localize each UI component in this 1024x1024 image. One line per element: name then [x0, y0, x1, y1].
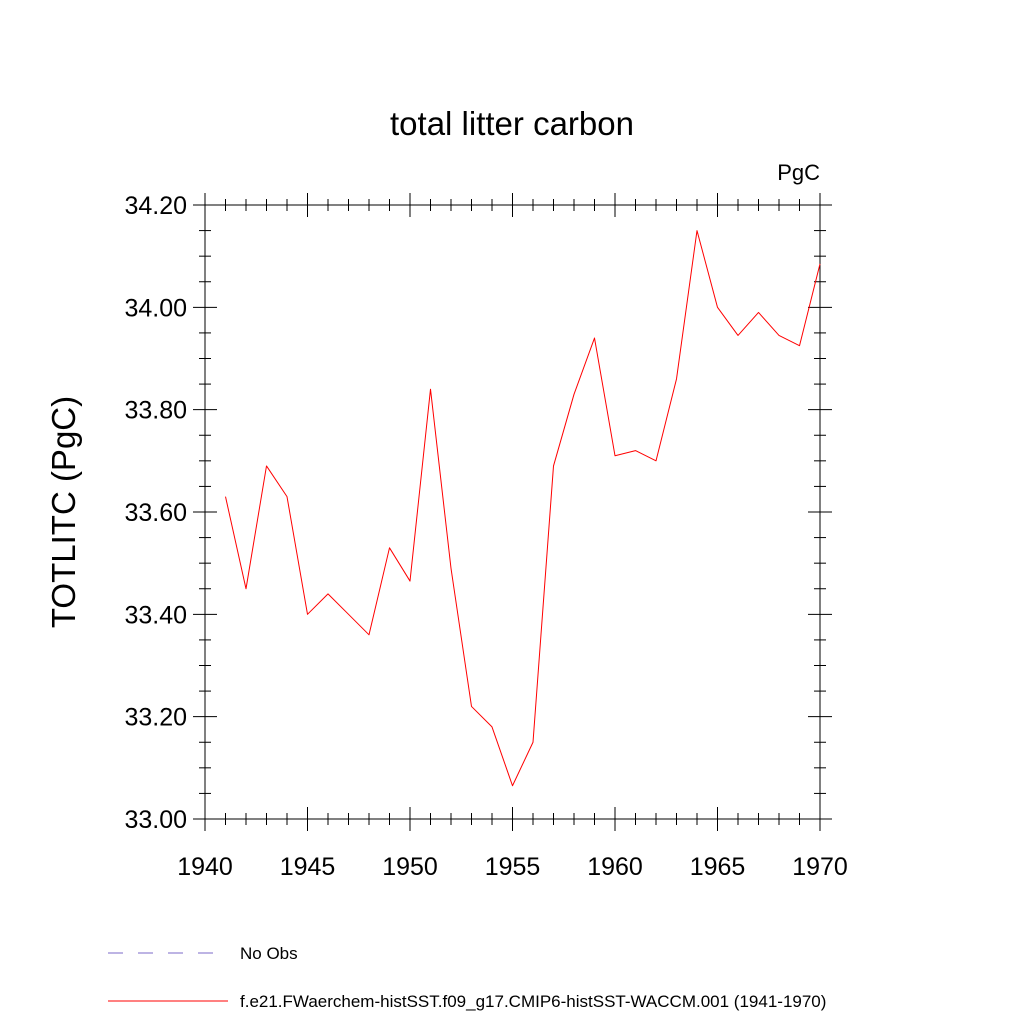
- x-tick-label: 1950: [382, 853, 438, 881]
- series-line: [225, 230, 821, 787]
- y-tick-label: 34.00: [124, 294, 187, 322]
- axis-ticks: [193, 193, 832, 831]
- legend-label-no-obs: No Obs: [240, 944, 298, 963]
- plot-frame: [204, 204, 821, 820]
- x-tick-label: 1955: [485, 853, 541, 881]
- x-tick-label: 1960: [587, 853, 643, 881]
- y-tick-label: 34.20: [124, 192, 187, 220]
- series-lines: [225, 230, 821, 787]
- y-tick-label: 33.20: [124, 704, 187, 732]
- y-tick-labels: 33.00 33.20 33.40 33.60 33.80 34.00 34.20: [124, 192, 187, 834]
- y-axis-label: TOTLITC (PgC): [45, 396, 82, 628]
- chart-title: total litter carbon: [390, 105, 634, 142]
- legend-label-model-run: f.e21.FWaerchem-histSST.f09_g17.CMIP6-hi…: [240, 992, 826, 1011]
- y-tick-label: 33.00: [124, 806, 187, 834]
- y-tick-label: 33.80: [124, 397, 187, 425]
- x-tick-label: 1940: [177, 853, 233, 881]
- x-tick-labels: 1940 1945 1950 1955 1960 1965 1970: [177, 853, 848, 881]
- x-tick-label: 1945: [280, 853, 336, 881]
- x-tick-label: 1965: [690, 853, 746, 881]
- legend: No Obs f.e21.FWaerchem-histSST.f09_g17.C…: [108, 944, 826, 1011]
- units-label: PgC: [777, 160, 820, 185]
- y-tick-label: 33.60: [124, 499, 187, 527]
- x-tick-label: 1970: [792, 853, 848, 881]
- y-tick-label: 33.40: [124, 601, 187, 629]
